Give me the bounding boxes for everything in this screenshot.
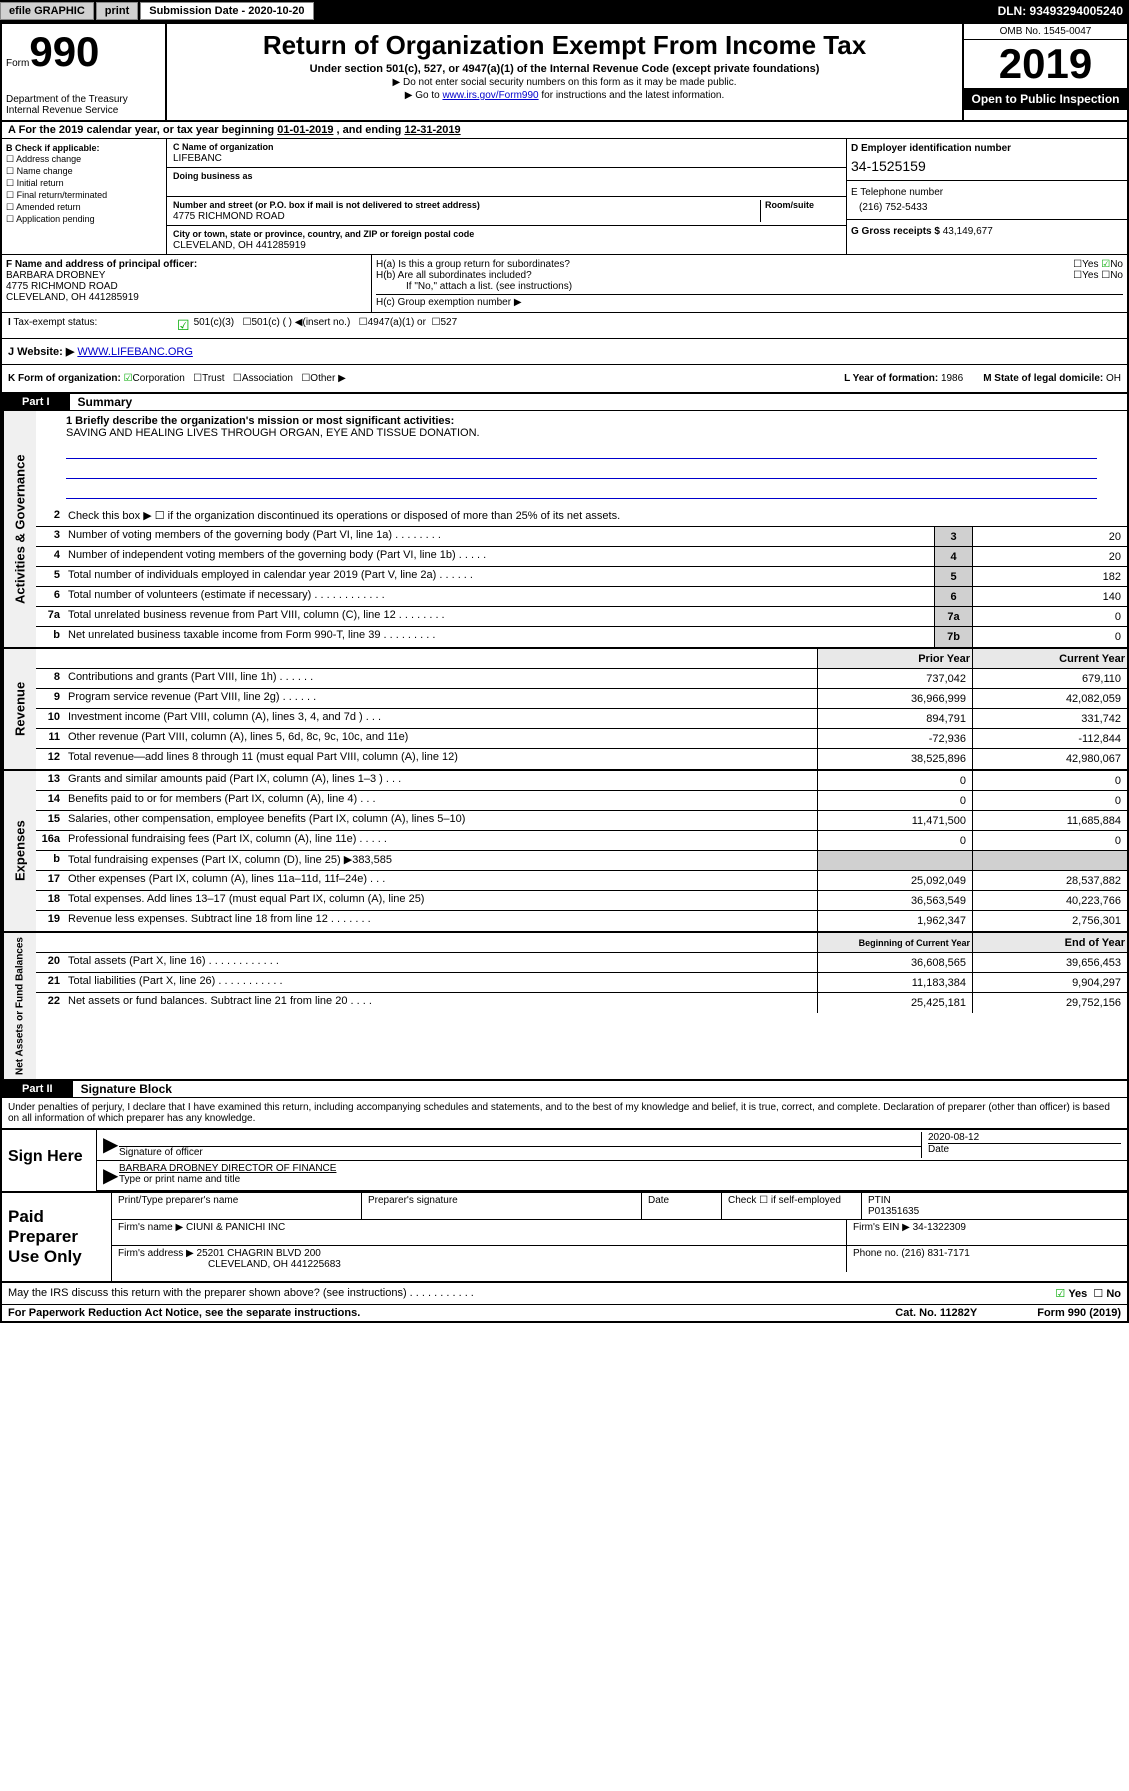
vtab-net-assets: Net Assets or Fund Balances xyxy=(2,933,36,1079)
money-line: 21Total liabilities (Part X, line 26) . … xyxy=(36,973,1127,993)
summary-line: bNet unrelated business taxable income f… xyxy=(36,627,1127,647)
check-opt[interactable]: ☐ Initial return xyxy=(6,178,162,189)
money-line: 22Net assets or fund balances. Subtract … xyxy=(36,993,1127,1013)
check-opt[interactable]: ☐ Name change xyxy=(6,166,162,177)
state-domicile: OH xyxy=(1106,373,1121,384)
ptin: P01351635 xyxy=(868,1206,919,1217)
sign-date: 2020-08-12 xyxy=(928,1132,979,1143)
mission-text: SAVING AND HEALING LIVES THROUGH ORGAN, … xyxy=(66,427,480,439)
part2-header: Part II xyxy=(2,1081,73,1097)
org-name: LIFEBANC xyxy=(173,153,222,164)
ein: 34-1525159 xyxy=(851,158,1123,174)
check-opt[interactable]: ☐ Application pending xyxy=(6,214,162,225)
title-block: Return of Organization Exempt From Incom… xyxy=(167,24,962,120)
money-line: 16aProfessional fundraising fees (Part I… xyxy=(36,831,1127,851)
street-address: 4775 RICHMOND ROAD xyxy=(173,211,285,222)
money-line: 12Total revenue—add lines 8 through 11 (… xyxy=(36,749,1127,769)
form-id-block: Form990 Department of the Treasury Inter… xyxy=(2,24,167,120)
part1-header: Part I xyxy=(2,394,70,410)
paid-preparer-label: Paid Preparer Use Only xyxy=(2,1193,112,1281)
money-line: 19Revenue less expenses. Subtract line 1… xyxy=(36,911,1127,931)
firm-phone: (216) 831-7171 xyxy=(901,1248,969,1259)
firm-ein: 34-1322309 xyxy=(913,1222,966,1233)
money-line: 17Other expenses (Part IX, column (A), l… xyxy=(36,871,1127,891)
officer-name: BARBARA DROBNEY xyxy=(6,270,105,281)
summary-line: 7aTotal unrelated business revenue from … xyxy=(36,607,1127,627)
gross-receipts: 43,149,677 xyxy=(943,226,993,237)
vtab-governance: Activities & Governance xyxy=(2,411,36,647)
tax-exempt-row: I Tax-exempt status: ☑501(c)(3) ☐ 501(c)… xyxy=(2,313,1127,339)
print-button[interactable]: print xyxy=(96,2,138,20)
money-line: 13Grants and similar amounts paid (Part … xyxy=(36,771,1127,791)
perjury-text: Under penalties of perjury, I declare th… xyxy=(2,1098,1127,1128)
city-state-zip: CLEVELAND, OH 441285919 xyxy=(173,240,306,251)
dept-label: Department of the Treasury Internal Reve… xyxy=(6,94,161,116)
money-line: 9Program service revenue (Part VIII, lin… xyxy=(36,689,1127,709)
money-line: 20Total assets (Part X, line 16) . . . .… xyxy=(36,953,1127,973)
summary-line: 6Total number of volunteers (estimate if… xyxy=(36,587,1127,607)
summary-line: 5Total number of individuals employed in… xyxy=(36,567,1127,587)
efile-button[interactable]: efile GRAPHIC xyxy=(0,2,94,20)
summary-line: 3Number of voting members of the governi… xyxy=(36,527,1127,547)
officer-sig-name: BARBARA DROBNEY DIRECTOR OF FINANCE xyxy=(119,1163,336,1174)
year-formation: 1986 xyxy=(941,373,963,384)
top-toolbar: efile GRAPHIC print Submission Date - 20… xyxy=(0,0,1129,22)
instructions-link[interactable]: www.irs.gov/Form990 xyxy=(442,90,538,101)
year-block: OMB No. 1545-0047 2019 Open to Public In… xyxy=(962,24,1127,120)
telephone: (216) 752-5433 xyxy=(859,202,1123,213)
tax-year-row: A For the 2019 calendar year, or tax yea… xyxy=(2,122,1127,139)
firm-name: CIUNI & PANICHI INC xyxy=(186,1222,285,1233)
check-opt[interactable]: ☐ Address change xyxy=(6,154,162,165)
vtab-revenue: Revenue xyxy=(2,649,36,769)
check-opt[interactable]: ☐ Amended return xyxy=(6,202,162,213)
summary-line: 4Number of independent voting members of… xyxy=(36,547,1127,567)
form-title: Return of Organization Exempt From Incom… xyxy=(173,30,956,61)
check-opt[interactable]: ☐ Final return/terminated xyxy=(6,190,162,201)
money-line: 10Investment income (Part VIII, column (… xyxy=(36,709,1127,729)
money-line: 8Contributions and grants (Part VIII, li… xyxy=(36,669,1127,689)
money-line: 15Salaries, other compensation, employee… xyxy=(36,811,1127,831)
submission-date: Submission Date - 2020-10-20 xyxy=(140,2,313,20)
check-applicable: B Check if applicable: ☐ Address change☐… xyxy=(2,139,167,254)
sign-here-label: Sign Here xyxy=(2,1130,97,1191)
vtab-expenses: Expenses xyxy=(2,771,36,931)
money-line: 14Benefits paid to or for members (Part … xyxy=(36,791,1127,811)
money-line: 18Total expenses. Add lines 13–17 (must … xyxy=(36,891,1127,911)
dln-label: DLN: 93493294005240 xyxy=(998,4,1129,18)
money-line: bTotal fundraising expenses (Part IX, co… xyxy=(36,851,1127,871)
website-link[interactable]: WWW.LIFEBANC.ORG xyxy=(77,346,193,358)
money-line: 11Other revenue (Part VIII, column (A), … xyxy=(36,729,1127,749)
